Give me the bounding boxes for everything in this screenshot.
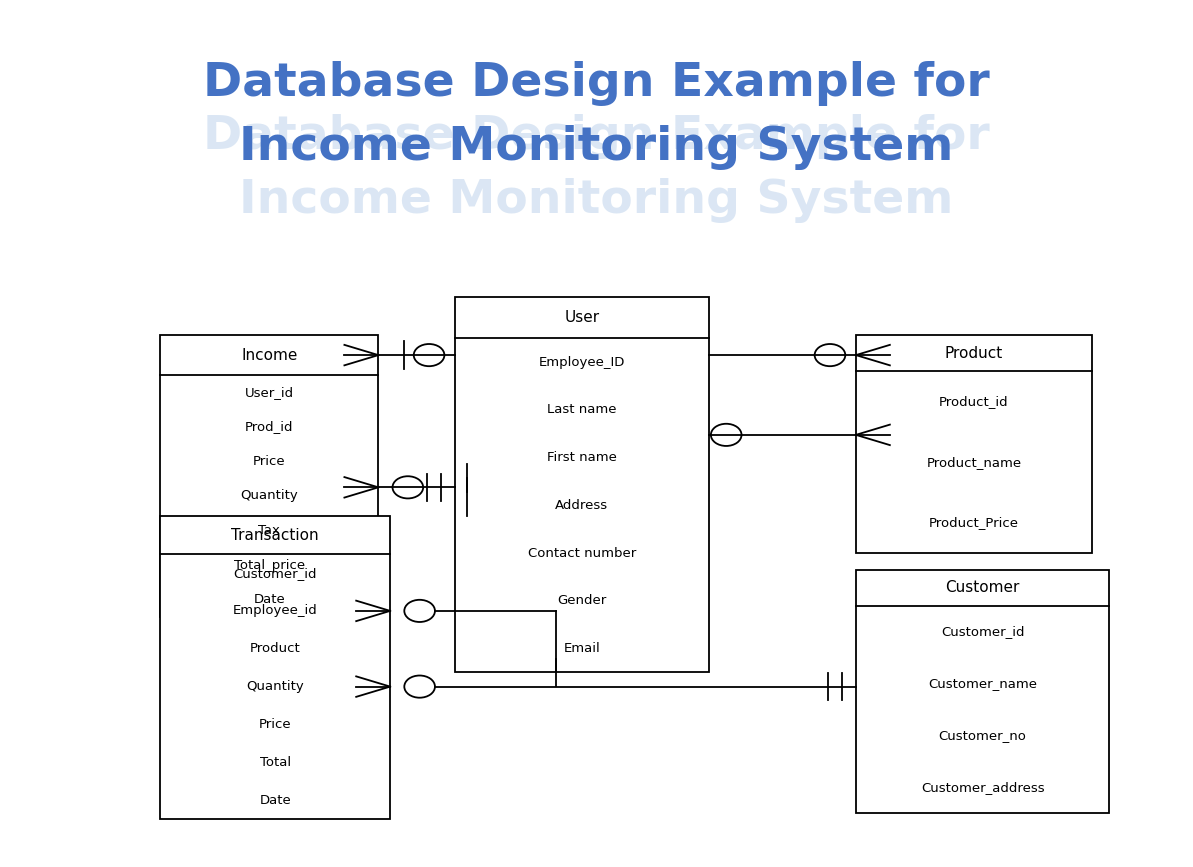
Text: Total: Total — [260, 756, 291, 769]
Bar — [160, 336, 378, 617]
Text: Customer_address: Customer_address — [921, 781, 1044, 794]
Text: Email: Email — [563, 642, 600, 655]
Text: Quantity: Quantity — [246, 680, 304, 693]
Text: Database Design Example for: Database Design Example for — [203, 62, 990, 107]
Text: Contact number: Contact number — [527, 546, 636, 559]
Text: Date: Date — [253, 593, 285, 606]
Text: Quantity: Quantity — [241, 489, 298, 502]
Text: Product_id: Product_id — [939, 395, 1008, 408]
Bar — [855, 336, 1092, 553]
Text: Employee_ID: Employee_ID — [538, 355, 625, 368]
Text: Date: Date — [259, 793, 291, 806]
Text: Price: Price — [259, 718, 291, 731]
Text: Gender: Gender — [557, 594, 606, 607]
Text: User: User — [564, 310, 599, 325]
Text: User_id: User_id — [245, 386, 293, 399]
Text: Product: Product — [249, 642, 301, 655]
Text: Address: Address — [555, 499, 608, 512]
Text: Customer_id: Customer_id — [234, 566, 317, 579]
Text: Income Monitoring System: Income Monitoring System — [240, 178, 953, 223]
Text: Database Design Example for: Database Design Example for — [203, 114, 990, 159]
Text: Prod_id: Prod_id — [245, 420, 293, 434]
Text: Product_Price: Product_Price — [929, 516, 1019, 529]
Text: Product: Product — [945, 346, 1003, 361]
Text: Transaction: Transaction — [231, 528, 319, 543]
Text: Income Monitoring System: Income Monitoring System — [240, 125, 953, 170]
Text: First name: First name — [546, 451, 617, 464]
Text: Income: Income — [241, 348, 297, 362]
Text: Total_price: Total_price — [234, 558, 305, 571]
Text: Price: Price — [253, 455, 285, 468]
Text: Last name: Last name — [548, 403, 617, 416]
Bar — [855, 570, 1109, 813]
Bar — [455, 297, 709, 673]
Text: Tax: Tax — [259, 524, 280, 537]
Text: Product_name: Product_name — [926, 456, 1021, 468]
Text: Customer_id: Customer_id — [941, 625, 1025, 638]
Bar — [160, 516, 390, 819]
Text: Customer_name: Customer_name — [928, 677, 1037, 690]
Text: Customer_no: Customer_no — [939, 729, 1027, 742]
Text: Customer: Customer — [946, 581, 1020, 596]
Text: Employee_id: Employee_id — [233, 604, 317, 617]
